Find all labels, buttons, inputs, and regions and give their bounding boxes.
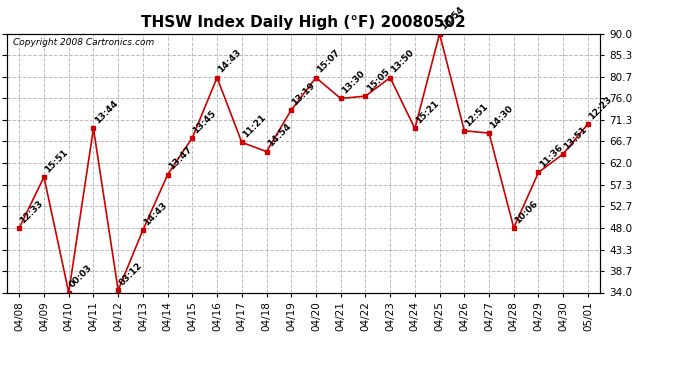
Text: 13:45: 13:45: [192, 108, 218, 135]
Text: 12:23: 12:23: [587, 94, 613, 121]
Text: 12:33: 12:33: [19, 198, 45, 225]
Text: 13:50: 13:50: [389, 48, 416, 75]
Text: 11:21: 11:21: [241, 113, 268, 140]
Text: 14:54: 14:54: [266, 122, 293, 149]
Text: Copyright 2008 Cartronics.com: Copyright 2008 Cartronics.com: [13, 38, 154, 46]
Text: 13:51: 13:51: [562, 124, 589, 151]
Text: 11:36: 11:36: [538, 143, 564, 170]
Text: 14:30: 14:30: [489, 104, 515, 130]
Text: 13:47: 13:47: [167, 145, 194, 172]
Text: 13:30: 13:30: [340, 69, 366, 96]
Text: 13:54: 13:54: [439, 4, 466, 31]
Text: 15:51: 15:51: [43, 148, 70, 174]
Text: 00:03: 00:03: [68, 263, 95, 290]
Text: 15:07: 15:07: [315, 48, 342, 75]
Text: 15:21: 15:21: [414, 99, 441, 126]
Text: 15:05: 15:05: [364, 67, 391, 93]
Text: 13:19: 13:19: [290, 81, 317, 107]
Text: THSW Index Daily High (°F) 20080502: THSW Index Daily High (°F) 20080502: [141, 15, 466, 30]
Text: 14:43: 14:43: [142, 201, 169, 227]
Text: 12:51: 12:51: [464, 101, 490, 128]
Text: 14:43: 14:43: [216, 48, 243, 75]
Text: 13:44: 13:44: [92, 99, 119, 126]
Text: 03:12: 03:12: [117, 261, 144, 287]
Text: 10:06: 10:06: [513, 199, 540, 225]
